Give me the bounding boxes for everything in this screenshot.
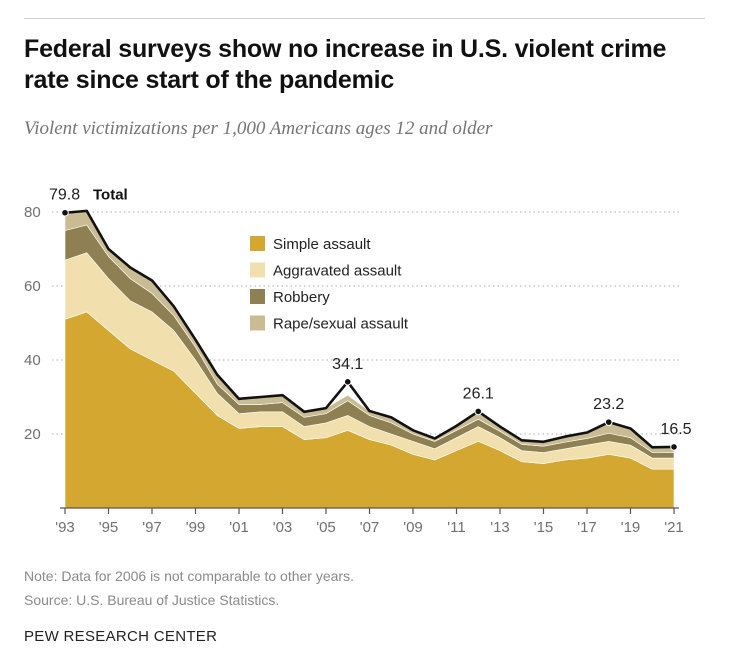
area-layers: [64, 210, 675, 509]
y-tick-label: 60: [24, 278, 41, 295]
x-tick-label: '05: [316, 519, 336, 536]
annotation-value: 34.1: [332, 356, 363, 373]
x-tick-label: '11: [447, 519, 465, 536]
source-note: Source: U.S. Bureau of Justice Statistic…: [24, 592, 280, 608]
total-line-group: [64, 209, 675, 449]
legend-label: Rape/sexual assault: [273, 316, 409, 333]
annotation-value: 23.2: [593, 396, 624, 413]
y-tick-label: 80: [24, 204, 41, 221]
brand-label: PEW RESEARCH CENTER: [24, 628, 218, 645]
footnote: Note: Data for 2006 is not comparable to…: [24, 568, 354, 584]
legend-swatch-aggravated-assault: [250, 262, 265, 278]
x-tick-label: '99: [186, 519, 206, 536]
legend-swatch-simple-assault: [250, 236, 265, 251]
y-tick-label: 40: [24, 352, 41, 369]
x-tick-label: '19: [621, 519, 641, 536]
total-line: [64, 209, 675, 449]
x-tick-label: '21: [664, 519, 684, 536]
annotation-point: [670, 443, 678, 451]
annotation-point: [61, 208, 69, 217]
annotation-point: [474, 407, 483, 416]
x-tick-label: '01: [229, 519, 249, 536]
annotation-note: Total: [93, 187, 128, 204]
legend-label: Simple assault: [273, 236, 371, 253]
x-tick-label: '09: [403, 519, 423, 536]
x-tick-label: '97: [142, 519, 162, 536]
chart-title: Federal surveys show no increase in U.S.…: [24, 35, 667, 94]
x-tick-label: '95: [99, 519, 119, 536]
y-tick-label: 20: [24, 426, 41, 443]
annotations: 79.8 Total 34.1 26.1 23.2 16.5: [49, 187, 692, 451]
annotation-value: 16.5: [660, 421, 691, 438]
x-tick-label: '13: [490, 519, 510, 536]
annotation-value: 79.8: [49, 187, 80, 204]
annotation-point: [604, 418, 613, 426]
x-tick-label: '93: [55, 519, 75, 536]
chart-subtitle: Violent victimizations per 1,000 America…: [24, 118, 493, 139]
axes: '93 '95 '97 '99 '01 '03 '05 '07 '09 '11 '13 '15 '17 '…: [55, 507, 684, 536]
legend: Simple assault Aggravated assault Robbery R…: [250, 236, 409, 333]
top-rule: [24, 18, 705, 19]
annotation-value: 26.1: [463, 385, 494, 402]
x-tick-label: '15: [534, 519, 554, 536]
legend-label: Aggravated assault: [273, 263, 402, 280]
legend-swatch-rape-sexual-assault: [250, 315, 265, 331]
legend-swatch-robbery: [250, 289, 265, 304]
annotation-point: [343, 378, 352, 386]
x-tick-label: '17: [577, 519, 597, 536]
x-tick-label: '03: [273, 519, 293, 536]
legend-label: Robbery: [273, 289, 330, 306]
x-tick-label: '07: [360, 519, 380, 536]
